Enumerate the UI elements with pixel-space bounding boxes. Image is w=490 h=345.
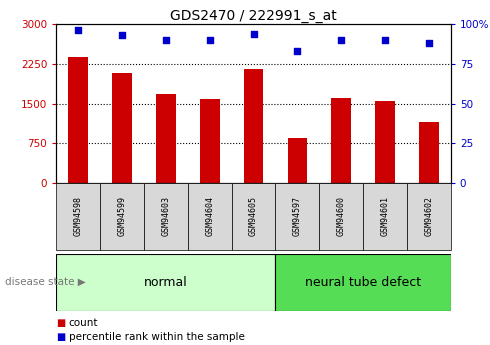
Bar (331, 98, 351, 183)
Bar (156, 94, 176, 183)
Bar (232, 183, 275, 250)
Bar (319, 183, 363, 250)
Text: GSM94600: GSM94600 (337, 197, 346, 236)
Point (425, 40, 433, 46)
Point (74, 28, 82, 33)
Bar (100, 183, 144, 250)
Text: GSM94599: GSM94599 (118, 197, 126, 236)
Bar (244, 69, 264, 183)
Bar (275, 183, 319, 250)
Text: count: count (69, 318, 98, 327)
Point (250, 31, 258, 37)
Bar (407, 183, 451, 250)
Bar (375, 101, 395, 183)
Point (381, 37, 389, 43)
Text: GSM94598: GSM94598 (74, 197, 83, 236)
Bar (288, 138, 307, 183)
Text: GSM94597: GSM94597 (293, 197, 302, 236)
Bar (419, 122, 439, 183)
Bar (275, 254, 451, 310)
Text: ■: ■ (56, 318, 66, 327)
Text: GSM94604: GSM94604 (205, 197, 214, 236)
Bar (112, 73, 132, 183)
Bar (188, 183, 232, 250)
Point (162, 37, 170, 43)
Bar (56, 183, 100, 250)
Text: disease state ▶: disease state ▶ (5, 277, 86, 287)
Bar (56, 254, 275, 310)
Title: GDS2470 / 222991_s_at: GDS2470 / 222991_s_at (170, 9, 337, 23)
Bar (200, 99, 220, 183)
Text: percentile rank within the sample: percentile rank within the sample (69, 333, 245, 342)
Point (118, 32, 126, 38)
Bar (69, 57, 88, 183)
Text: normal: normal (144, 276, 188, 288)
Text: GSM94603: GSM94603 (161, 197, 171, 236)
Text: GSM94605: GSM94605 (249, 197, 258, 236)
Text: GSM94601: GSM94601 (381, 197, 390, 236)
Point (337, 37, 345, 43)
Text: ■: ■ (56, 333, 66, 342)
Point (294, 48, 301, 54)
Point (206, 37, 214, 43)
Text: neural tube defect: neural tube defect (305, 276, 421, 288)
Bar (363, 183, 407, 250)
Text: GSM94602: GSM94602 (424, 197, 433, 236)
Bar (144, 183, 188, 250)
